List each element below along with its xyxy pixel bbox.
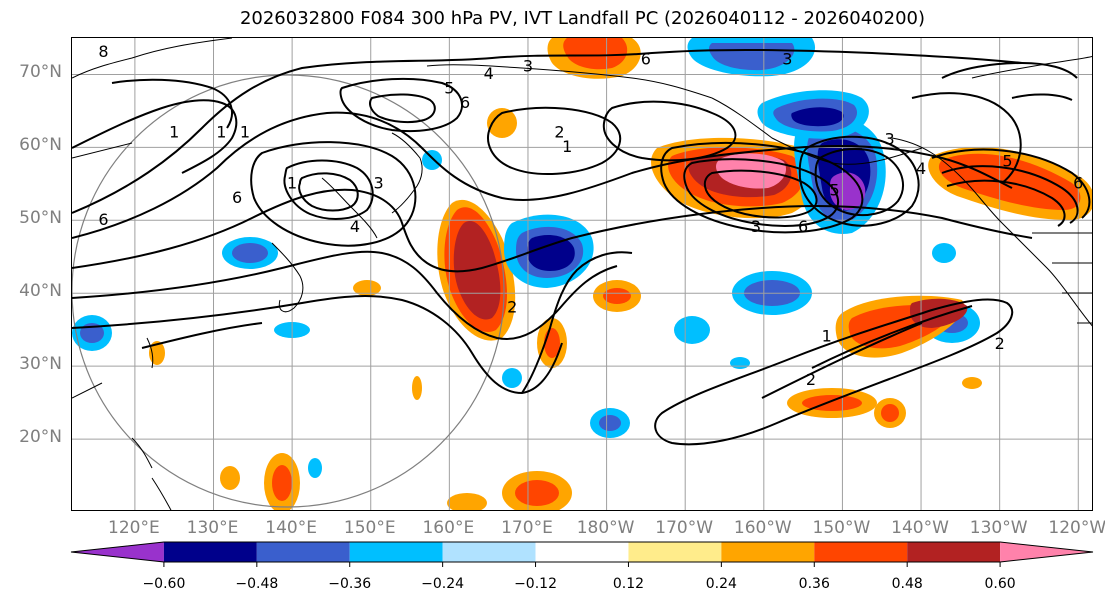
contour-label: 6 [798, 217, 808, 236]
contour-label: 6 [1073, 173, 1083, 192]
colorbar-swatch [71, 542, 164, 562]
contour-label: 3 [374, 173, 384, 192]
colorbar-tick-label: −0.48 [235, 576, 279, 592]
colorbar-tick-label: 0.12 [612, 576, 645, 592]
colorbar-tick-label: −0.24 [421, 576, 465, 592]
latitude-label: 20°N [19, 427, 62, 448]
colorbar-tick-label: 0.24 [705, 576, 737, 592]
pv-contours [72, 48, 1091, 446]
contour-label: 6 [460, 93, 470, 112]
contour-label: 5 [829, 181, 839, 200]
colorbar-tick-label: 0.36 [798, 576, 830, 592]
contour-label: 1 [240, 122, 250, 141]
longitude-label: 140°E [265, 518, 317, 538]
colorbar-tick-label: −0.60 [142, 576, 186, 592]
coastlines [72, 38, 1092, 510]
longitude-label: 170°E [501, 518, 553, 538]
contour-label: 2 [806, 370, 816, 389]
colorbar-swatch [907, 542, 1001, 562]
longitude-label: 180°W [576, 518, 635, 538]
colorbar-swatch [628, 542, 722, 562]
colorbar-tick-label: −0.36 [328, 576, 372, 592]
colorbar-tick-label: −0.12 [514, 576, 557, 592]
colorbar-tick-label: 0.60 [984, 576, 1016, 592]
contour-label: 4 [916, 159, 926, 178]
contour-label: 1 [822, 326, 832, 345]
latitude-label: 50°N [19, 208, 62, 229]
colorbar-tick-label: 0.48 [891, 576, 923, 592]
contour-label: 5 [444, 79, 454, 98]
contour-label: 1 [169, 122, 179, 141]
latitude-label: 30°N [19, 354, 62, 375]
contour-label: 4 [350, 217, 360, 236]
colorbar-swatch [814, 542, 908, 562]
longitude-label: 150°E [343, 518, 396, 538]
colorbar-swatch [721, 542, 815, 562]
latitude-label: 40°N [19, 281, 62, 302]
contour-label: 1 [216, 122, 226, 141]
colorbar-swatch [163, 542, 257, 562]
contour-label: 6 [232, 188, 242, 207]
colorbar-swatch [256, 542, 350, 562]
contour-label: 2 [995, 334, 1005, 353]
latitude-label: 70°N [19, 62, 62, 83]
contour-label: 3 [751, 217, 761, 236]
latitude-label: 60°N [19, 135, 62, 156]
region-circle [72, 74, 505, 508]
longitude-label: 160°E [422, 518, 475, 538]
contour-label: 2 [507, 297, 517, 316]
contour-label: 8 [98, 42, 108, 61]
colorbar-swatch [349, 542, 443, 562]
pc-shading [72, 38, 1092, 510]
colorbar-swatch [535, 542, 629, 562]
contour-label: 3 [782, 49, 792, 68]
longitude-label: 120°W [1048, 518, 1105, 538]
contour-label: 3 [523, 57, 533, 76]
gridlines [72, 38, 1092, 510]
colorbar [70, 541, 1094, 567]
longitude-label: 170°W [655, 518, 714, 538]
longitude-label: 150°W [812, 518, 871, 538]
colorbar-swatch [442, 542, 536, 562]
longitude-label: 140°W [891, 518, 949, 538]
contour-label: 1 [562, 137, 572, 156]
contour-label: 4 [484, 64, 494, 83]
colorbar-swatch [1000, 542, 1093, 562]
map-title: 2026032800 F084 300 hPa PV, IVT Landfall… [239, 8, 926, 29]
longitude-label: 120°E [108, 518, 160, 538]
contour-label: 1 [287, 173, 297, 192]
contour-label: 6 [98, 210, 108, 229]
longitude-label: 130°W [969, 518, 1028, 538]
contour-label: 6 [641, 49, 651, 68]
longitude-label: 160°W [733, 518, 792, 538]
longitude-label: 130°E [186, 518, 239, 538]
contour-label: 2 [554, 122, 564, 141]
contour-label: 5 [1002, 151, 1012, 170]
contour-label: 3 [885, 130, 895, 149]
